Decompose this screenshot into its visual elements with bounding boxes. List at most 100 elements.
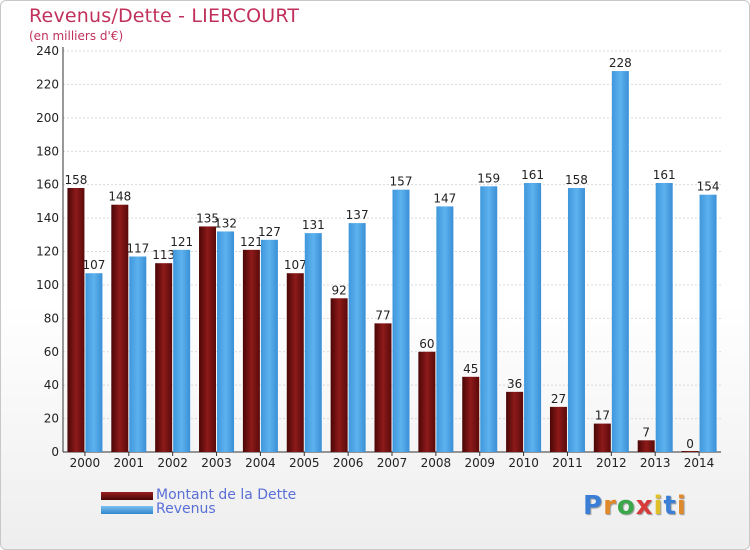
- value-label-revenus: 132: [214, 216, 237, 230]
- logo-letter: i: [653, 491, 664, 521]
- y-tick-label: 60: [44, 345, 59, 359]
- x-tick-label: 2014: [684, 456, 715, 470]
- x-tick-label: 2003: [201, 456, 232, 470]
- y-tick-label: 120: [36, 245, 59, 259]
- value-label-revenus: 228: [609, 56, 632, 70]
- value-label-revenus: 158: [565, 173, 588, 187]
- logo-letter: r: [603, 491, 617, 521]
- value-label-dette: 27: [551, 392, 566, 406]
- value-label-dette: 77: [375, 308, 390, 322]
- value-label-revenus: 161: [653, 168, 676, 182]
- bar-dette: [199, 226, 217, 452]
- y-tick-label: 160: [36, 178, 59, 192]
- value-label-dette: 60: [419, 337, 434, 351]
- bar-revenus: [699, 194, 717, 453]
- bar-dette: [67, 188, 85, 452]
- y-tick-label: 0: [51, 445, 59, 459]
- value-label-revenus: 147: [433, 191, 456, 205]
- bar-dette: [111, 204, 129, 452]
- x-tick-label: 2013: [640, 456, 671, 470]
- bar-dette: [462, 376, 480, 452]
- value-label-revenus: 159: [477, 171, 500, 185]
- value-label-dette: 158: [64, 173, 87, 187]
- legend-swatch-revenus: [101, 506, 153, 514]
- value-label-dette: 17: [595, 409, 610, 423]
- value-label-revenus: 157: [390, 175, 413, 189]
- bar-revenus: [567, 188, 585, 452]
- y-tick-label: 80: [44, 311, 59, 325]
- bar-revenus: [480, 186, 498, 452]
- bar-dette: [155, 263, 173, 452]
- value-label-revenus: 161: [521, 168, 544, 182]
- x-tick-label: 2006: [333, 456, 364, 470]
- bar-revenus: [524, 182, 542, 452]
- bar-revenus: [173, 249, 191, 452]
- logo-letter: x: [635, 491, 654, 521]
- value-label-revenus: 131: [302, 218, 325, 232]
- bar-revenus: [436, 206, 454, 452]
- bar-dette: [549, 406, 567, 452]
- chart-subtitle: (en milliers d'€): [29, 29, 124, 43]
- y-tick-label: 220: [36, 77, 59, 91]
- proxiti-logo: Proxiti: [583, 491, 687, 521]
- y-tick-label: 140: [36, 211, 59, 225]
- legend-label-dette: Montant de la Dette: [156, 487, 297, 503]
- bar-dette: [593, 423, 611, 452]
- value-label-dette: 107: [284, 258, 307, 272]
- bar-revenus: [348, 223, 366, 452]
- x-tick-label: 2011: [552, 456, 583, 470]
- value-label-dette: 121: [240, 235, 263, 249]
- bar-revenus: [129, 256, 147, 452]
- value-label-revenus: 154: [697, 180, 720, 194]
- logo-letter: P: [583, 491, 604, 521]
- bar-dette: [374, 323, 392, 452]
- x-tick-label: 2008: [421, 456, 452, 470]
- bar-revenus: [304, 233, 322, 452]
- x-tick-label: 2000: [70, 456, 101, 470]
- value-label-revenus: 121: [170, 235, 193, 249]
- value-label-dette: 0: [686, 437, 694, 451]
- bar-dette: [330, 298, 348, 452]
- y-tick-label: 20: [44, 412, 59, 426]
- bar-dette: [418, 351, 436, 452]
- chart-title: Revenus/Dette - LIERCOURT: [29, 5, 300, 27]
- x-tick-label: 2009: [464, 456, 495, 470]
- bar-dette: [286, 273, 304, 452]
- bar-revenus: [655, 182, 673, 452]
- bar-revenus: [611, 71, 629, 453]
- logo-letter: o: [616, 491, 636, 521]
- bar-revenus: [217, 231, 235, 452]
- value-label-dette: 7: [642, 425, 650, 439]
- value-label-dette: 45: [463, 362, 478, 376]
- bar-revenus: [85, 273, 103, 452]
- x-tick-label: 2004: [245, 456, 276, 470]
- value-label-dette: 113: [152, 248, 175, 262]
- y-tick-label: 100: [36, 278, 59, 292]
- x-tick-label: 2002: [157, 456, 188, 470]
- x-tick-label: 2007: [377, 456, 408, 470]
- y-tick-label: 180: [36, 144, 59, 158]
- bar-dette: [681, 451, 699, 452]
- value-label-revenus: 127: [258, 225, 281, 239]
- value-label-revenus: 137: [346, 208, 369, 222]
- value-label-dette: 148: [108, 190, 131, 204]
- value-label-revenus: 117: [126, 242, 149, 256]
- legend-label-revenus: Revenus: [156, 501, 216, 517]
- bar-revenus: [260, 239, 278, 452]
- y-tick-label: 40: [44, 378, 59, 392]
- x-tick-label: 2012: [596, 456, 627, 470]
- logo-letter: t: [663, 491, 677, 521]
- value-label-dette: 36: [507, 377, 522, 391]
- value-label-revenus: 107: [82, 258, 105, 272]
- y-tick-label: 240: [36, 44, 59, 58]
- logo-letter: i: [676, 491, 687, 521]
- bar-revenus: [392, 189, 410, 452]
- x-tick-label: 2001: [114, 456, 145, 470]
- bar-dette: [506, 391, 524, 452]
- value-label-dette: 92: [331, 283, 346, 297]
- y-tick-label: 200: [36, 111, 59, 125]
- x-tick-label: 2005: [289, 456, 320, 470]
- x-tick-label: 2010: [508, 456, 539, 470]
